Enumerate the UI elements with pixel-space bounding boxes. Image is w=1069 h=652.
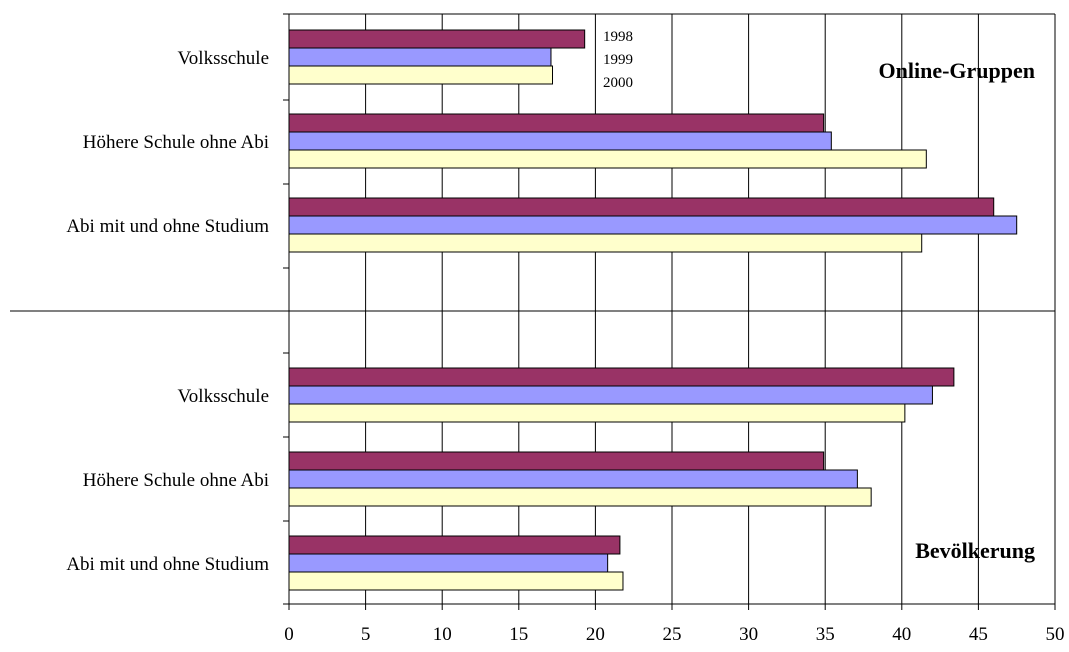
bar-g1-c0-s1 xyxy=(288,385,933,405)
x-tick-label-5: 5 xyxy=(361,624,371,645)
category-label-g1-c1: Höhere Schule ohne Abi xyxy=(83,470,269,491)
bar-g1-c1-s2 xyxy=(288,487,872,507)
bar-g1-c2-s2 xyxy=(288,571,624,591)
category-label-g0-c2: Abi mit und ohne Studium xyxy=(66,216,269,237)
x-tick-label-10: 10 xyxy=(433,624,452,645)
x-tick-label-35: 35 xyxy=(816,624,835,645)
bar-g0-c1-s1 xyxy=(288,131,832,151)
legend-entry-1999: 1999 xyxy=(603,52,633,68)
bar-g1-c1-s1 xyxy=(288,469,858,489)
x-tick-label-25: 25 xyxy=(663,624,682,645)
category-label-g0-c1: Höhere Schule ohne Abi xyxy=(83,132,269,153)
bar-g0-c2-s1 xyxy=(288,215,1018,235)
axis-layer xyxy=(10,13,1056,610)
labels-layer: 0 5 10 15 20 25 30 35 40 45 50 Volksschule Höhere Sc… xyxy=(66,29,1064,645)
x-tick-label-40: 40 xyxy=(892,624,911,645)
x-tick-label-0: 0 xyxy=(284,624,294,645)
bar-g1-c0-s0 xyxy=(288,367,955,387)
bar-g0-c1-s0 xyxy=(288,113,825,133)
x-tick-label-15: 15 xyxy=(509,624,528,645)
bar-g0-c2-s2 xyxy=(288,233,923,253)
bar-g1-c0-s2 xyxy=(288,403,906,423)
bar-g1-c1-s0 xyxy=(288,451,825,471)
group-title-1: Bevölkerung xyxy=(915,538,1035,563)
bars-layer xyxy=(288,29,1018,591)
category-label-g1-c2: Abi mit und ohne Studium xyxy=(66,554,269,575)
category-label-g0-c0: Volksschule xyxy=(178,48,269,69)
bar-g1-c2-s0 xyxy=(288,535,621,555)
x-tick-label-45: 45 xyxy=(969,624,988,645)
legend-entry-2000: 2000 xyxy=(603,75,633,91)
bar-g1-c2-s1 xyxy=(288,553,609,573)
x-tick-label-20: 20 xyxy=(586,624,605,645)
group-title-0: Online-Gruppen xyxy=(879,58,1035,83)
grid-layer xyxy=(365,14,1056,604)
bar-g0-c0-s1 xyxy=(288,47,552,67)
bar-g0-c1-s2 xyxy=(288,149,927,169)
legend-entry-1998: 1998 xyxy=(603,29,633,45)
category-label-g1-c0: Volksschule xyxy=(178,386,269,407)
x-tick-label-50: 50 xyxy=(1046,624,1065,645)
x-tick-label-30: 30 xyxy=(739,624,758,645)
bar-g0-c0-s2 xyxy=(288,65,554,85)
bar-g0-c0-s0 xyxy=(288,29,586,49)
bar-g0-c2-s0 xyxy=(288,197,995,217)
